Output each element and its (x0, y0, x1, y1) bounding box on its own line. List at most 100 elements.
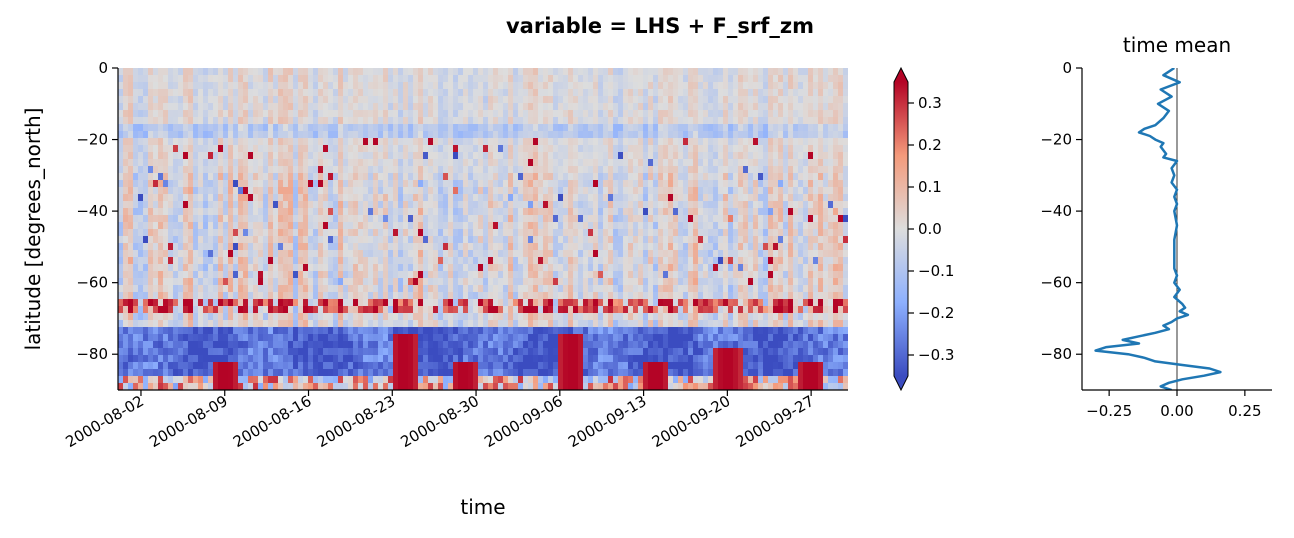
heatmap-cell (438, 96, 444, 104)
heatmap-cell (723, 194, 729, 202)
heatmap-cell (308, 173, 314, 181)
heatmap-cell (763, 166, 769, 174)
heatmap-cell (798, 117, 804, 125)
heatmap-cell (373, 292, 379, 300)
heatmap-cell (708, 285, 714, 293)
figure-title: variable = LHS + F_srf_zm (505, 14, 815, 38)
heatmap-cell (758, 271, 764, 279)
heatmap-cell (738, 250, 744, 258)
heatmap-cell (498, 264, 504, 272)
heatmap-cell (408, 292, 414, 300)
heatmap-cell (433, 180, 439, 188)
heatmap-cell (608, 159, 614, 167)
heatmap-cell (598, 278, 604, 286)
heatmap-cell (513, 138, 519, 146)
heatmap-cell (673, 75, 679, 83)
heatmap-cell (823, 187, 829, 195)
heatmap-cell (693, 292, 699, 300)
heatmap-cell (603, 159, 609, 167)
heatmap-cell (598, 215, 604, 223)
heatmap-cell (508, 131, 514, 139)
heatmap-cell (728, 89, 734, 97)
heatmap-cell (483, 152, 489, 160)
heatmap-cell (713, 194, 719, 202)
heatmap-cell (693, 278, 699, 286)
heatmap-cell (178, 110, 184, 118)
heatmap-cell (668, 103, 674, 111)
heatmap-cell (438, 299, 444, 307)
heatmap-cell (548, 187, 554, 195)
heatmap-cell (678, 299, 684, 307)
heatmap-cell (408, 124, 414, 132)
heatmap-cell (543, 208, 549, 216)
heatmap-cell (273, 131, 279, 139)
heatmap-cell (213, 257, 219, 265)
heatmap-cell (233, 201, 239, 209)
heatmap-cell (668, 131, 674, 139)
heatmap-cell (453, 222, 459, 230)
heatmap-cell (293, 201, 299, 209)
heatmap-cell (523, 215, 529, 223)
heatmap-cell (198, 75, 204, 83)
heatmap-cell (628, 82, 634, 90)
heatmap-cell (778, 180, 784, 188)
heatmap-cell (698, 299, 704, 307)
heatmap-cell (538, 215, 544, 223)
heatmap-cell (133, 103, 139, 111)
heatmap-cell (273, 222, 279, 230)
heatmap-cell (398, 180, 404, 188)
heatmap-cell (423, 173, 429, 181)
heatmap-cell (688, 68, 694, 76)
heatmap-cell (673, 194, 679, 202)
heatmap-cell (218, 82, 224, 90)
heatmap-cell (228, 229, 234, 237)
heatmap-cell (708, 96, 714, 104)
heatmap-cell (813, 180, 819, 188)
heatmap-cell (598, 103, 604, 111)
heatmap-cell (698, 82, 704, 90)
heatmap-cell (383, 131, 389, 139)
heatmap-cell (378, 152, 384, 160)
heatmap-cell (278, 292, 284, 300)
heatmap-cell (723, 117, 729, 125)
heatmap-cell (273, 271, 279, 279)
heatmap-cell (503, 110, 509, 118)
heatmap-cell (243, 257, 249, 265)
heatmap-cell (353, 243, 359, 251)
heatmap-cell (123, 131, 129, 139)
heatmap-cell (838, 285, 844, 293)
heatmap-cell (538, 75, 544, 83)
heatmap-cell (158, 117, 164, 125)
heatmap-cell (243, 271, 249, 279)
heatmap-cell (778, 257, 784, 265)
heatmap-cell (573, 271, 579, 279)
heatmap-cell (263, 89, 269, 97)
heatmap-cell (323, 68, 329, 76)
heatmap-cell (623, 68, 629, 76)
heatmap-cell (783, 180, 789, 188)
heatmap-cell (338, 152, 344, 160)
heatmap-cell (133, 117, 139, 125)
heatmap-cell (643, 124, 649, 132)
heatmap-cell (453, 201, 459, 209)
heatmap-cell (728, 208, 734, 216)
heatmap-cell (493, 215, 499, 223)
heatmap-cell (188, 236, 194, 244)
heatmap-cell (378, 243, 384, 251)
heatmap-cell (738, 222, 744, 230)
heatmap-cell (488, 82, 494, 90)
heatmap-cell (803, 250, 809, 258)
heatmap-cell (438, 292, 444, 300)
heatmap-cell (368, 166, 374, 174)
heatmap-cell (713, 215, 719, 223)
heatmap-cell (588, 173, 594, 181)
heatmap-cell (318, 285, 324, 293)
heatmap-cell (493, 68, 499, 76)
heatmap-cell (713, 180, 719, 188)
heatmap-cell (828, 222, 834, 230)
heatmap-cell (383, 215, 389, 223)
heatmap-cell (828, 299, 834, 307)
heatmap-cell (433, 194, 439, 202)
heatmap-cell (768, 89, 774, 97)
heatmap-cell (403, 299, 409, 307)
